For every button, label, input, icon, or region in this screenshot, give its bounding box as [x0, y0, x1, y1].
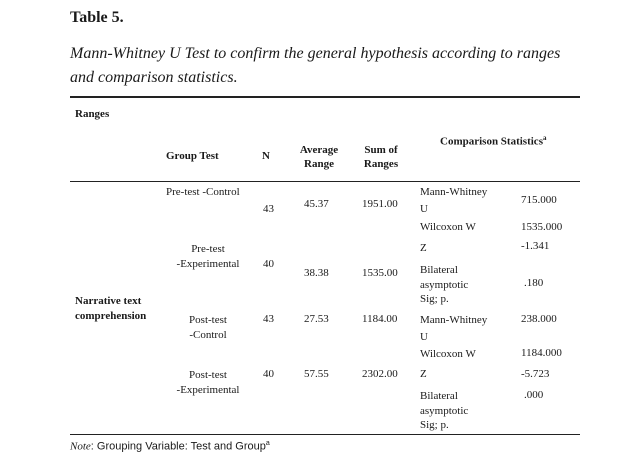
stat-post-sig-label: Bilateral asymptotic Sig; p.: [420, 390, 469, 431]
comparison-section-header: Comparison Statisticsa: [440, 134, 547, 148]
sum-of-ranges-header: Sum of Ranges: [363, 144, 399, 170]
caption-line-2: and comparison statistics.: [70, 69, 238, 86]
table-caption: Mann-Whitney U Test to confirm the gener…: [70, 42, 610, 90]
stat-pre-sig-label: Bilateral asymptotic Sig; p.: [420, 264, 469, 305]
stat-pre-mann-whitney-label: Mann-Whitney U: [420, 186, 488, 215]
stat-post-z-label: Z: [420, 368, 427, 380]
group-pre-control-sum: 1951.00: [362, 198, 398, 210]
group-pre-control-label: Pre-test -Control: [166, 186, 240, 198]
group-post-control-sum: 1184.00: [362, 313, 398, 325]
table-note: Note: Grouping Variable: Test and Groupa: [70, 440, 270, 453]
stat-post-sig-value: .000: [524, 389, 544, 401]
stat-pre-wilcoxon-value: 1535.000: [521, 221, 563, 233]
average-range-header: Average Range: [299, 144, 339, 170]
group-post-experimental-sum: 2302.00: [362, 368, 398, 380]
group-post-experimental-n: 40: [263, 368, 274, 380]
stat-post-mann-whitney-value: 238.000: [521, 313, 557, 325]
group-test-header: Group Test: [166, 150, 219, 162]
header-rule: [70, 181, 580, 182]
table-bottom-rule: [70, 434, 580, 435]
stat-pre-z-label: Z: [420, 242, 427, 254]
group-post-control-label: Post-test -Control: [189, 314, 227, 341]
stat-pre-mann-whitney-value: 715.000: [521, 194, 557, 206]
stat-pre-wilcoxon-label: Wilcoxon W: [420, 221, 476, 233]
group-post-control-n: 43: [263, 313, 274, 325]
group-pre-experimental-sum: 1535.00: [362, 267, 398, 279]
stat-pre-sig-value: .180: [524, 277, 544, 289]
group-pre-experimental-avg: 38.38: [304, 267, 329, 279]
table-top-rule: [70, 96, 580, 98]
caption-line-1: Mann-Whitney U Test to confirm the gener…: [70, 45, 561, 62]
stat-post-wilcoxon-value: 1184.000: [521, 347, 562, 359]
row-label: Narrative text comprehension: [75, 295, 147, 322]
group-pre-experimental-label: Pre-test -Experimental: [176, 243, 240, 270]
group-post-experimental-label: Post-test -Experimental: [176, 369, 240, 396]
stat-post-z-value: -5.723: [521, 368, 550, 380]
table-label: Table 5.: [70, 9, 124, 26]
stat-post-mann-whitney-label: Mann-Whitney U: [420, 314, 488, 343]
group-pre-control-avg: 45.37: [304, 198, 329, 210]
stat-pre-z-value: -1.341: [521, 240, 550, 252]
n-header: N: [262, 150, 270, 162]
group-pre-experimental-n: 40: [263, 258, 274, 270]
ranges-section-header: Ranges: [75, 108, 110, 120]
group-post-control-avg: 27.53: [304, 313, 329, 325]
group-pre-control-n: 43: [263, 203, 274, 215]
stat-post-wilcoxon-label: Wilcoxon W: [420, 348, 476, 360]
group-post-experimental-avg: 57.55: [304, 368, 329, 380]
